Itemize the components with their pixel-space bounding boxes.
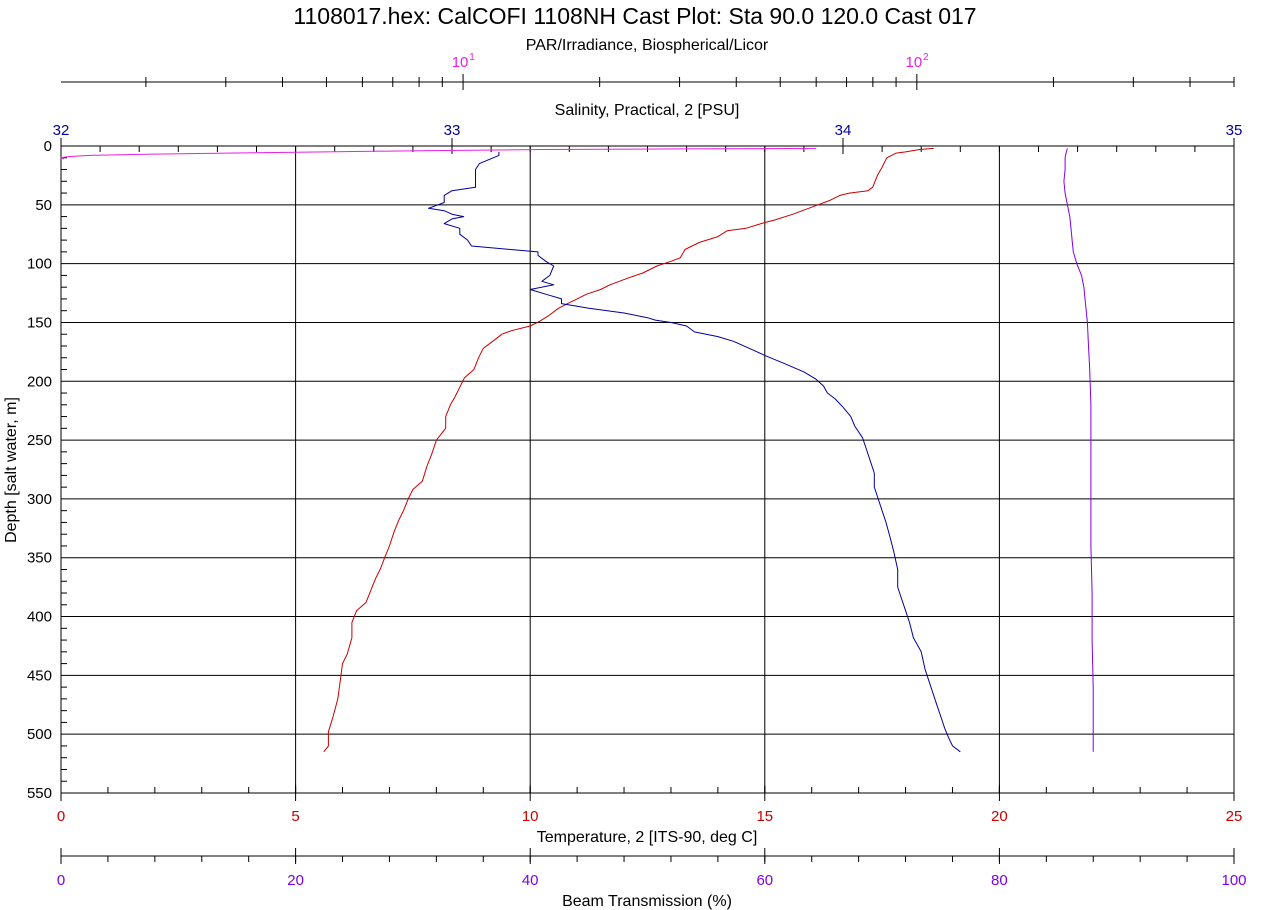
par-tick-label: 10 [452, 54, 469, 71]
depth-tick-label: 400 [27, 609, 52, 626]
depth-tick-label: 200 [27, 373, 52, 390]
salinity-tick-label: 34 [835, 122, 852, 139]
temperature-axis: 0 5 10 15 20 25 [57, 785, 1243, 825]
depth-axis: 0 50 100 150 200 250 300 350 400 450 500 550 [27, 138, 67, 802]
chart-title: 1108017.hex: CalCOFI 1108NH Cast Plot: S… [293, 3, 976, 29]
plot-grid [60, 145, 1235, 794]
depth-tick-label: 500 [27, 726, 52, 743]
par-tick-label: 10 [905, 54, 922, 71]
beam-axis-label: Beam Transmission (%) [562, 893, 732, 910]
temperature-tick-label: 5 [291, 808, 299, 825]
par-axis: 10 1 10 2 [61, 52, 1235, 90]
depth-tick-label: 300 [27, 491, 52, 508]
beam-tick-label: 40 [522, 872, 539, 889]
salinity-tick-label: 35 [1226, 122, 1243, 139]
temperature-tick-label: 25 [1226, 808, 1243, 825]
depth-axis-label: Depth [salt water, m] [3, 397, 20, 543]
series-line-beam [1063, 148, 1094, 752]
par-axis-label: PAR/Irradiance, Biospherical/Licor [526, 37, 769, 54]
temperature-tick-label: 10 [522, 808, 539, 825]
beam-tick-label: 80 [991, 872, 1008, 889]
depth-tick-label: 100 [27, 256, 52, 273]
beam-tick-label: 100 [1221, 872, 1246, 889]
depth-tick-label: 150 [27, 314, 52, 331]
series-line-salinity [428, 151, 961, 753]
beam-tick-label: 60 [756, 872, 773, 889]
depth-tick-label: 450 [27, 667, 52, 684]
temperature-tick-label: 0 [57, 808, 65, 825]
beam-tick-label: 20 [287, 872, 304, 889]
temperature-tick-label: 15 [756, 808, 773, 825]
beam-tick-label: 0 [57, 872, 65, 889]
series-line-par [60, 147, 817, 160]
depth-tick-label: 0 [44, 138, 52, 155]
beam-axis: 0 20 40 60 80 100 [57, 848, 1247, 889]
depth-tick-label: 550 [27, 785, 52, 802]
depth-tick-label: 350 [27, 550, 52, 567]
depth-tick-label: 50 [35, 197, 52, 214]
series-layer [60, 147, 1094, 753]
temperature-axis-label: Temperature, 2 [ITS-90, deg C] [537, 829, 758, 846]
par-tick-exponent: 2 [923, 52, 929, 63]
salinity-axis-label: Salinity, Practical, 2 [PSU] [555, 102, 740, 119]
salinity-tick-label: 33 [444, 122, 461, 139]
par-tick-exponent: 1 [469, 52, 475, 63]
temperature-tick-label: 20 [991, 808, 1008, 825]
salinity-tick-label: 32 [53, 122, 70, 139]
series-line-temperature [323, 147, 934, 753]
depth-tick-label: 250 [27, 432, 52, 449]
